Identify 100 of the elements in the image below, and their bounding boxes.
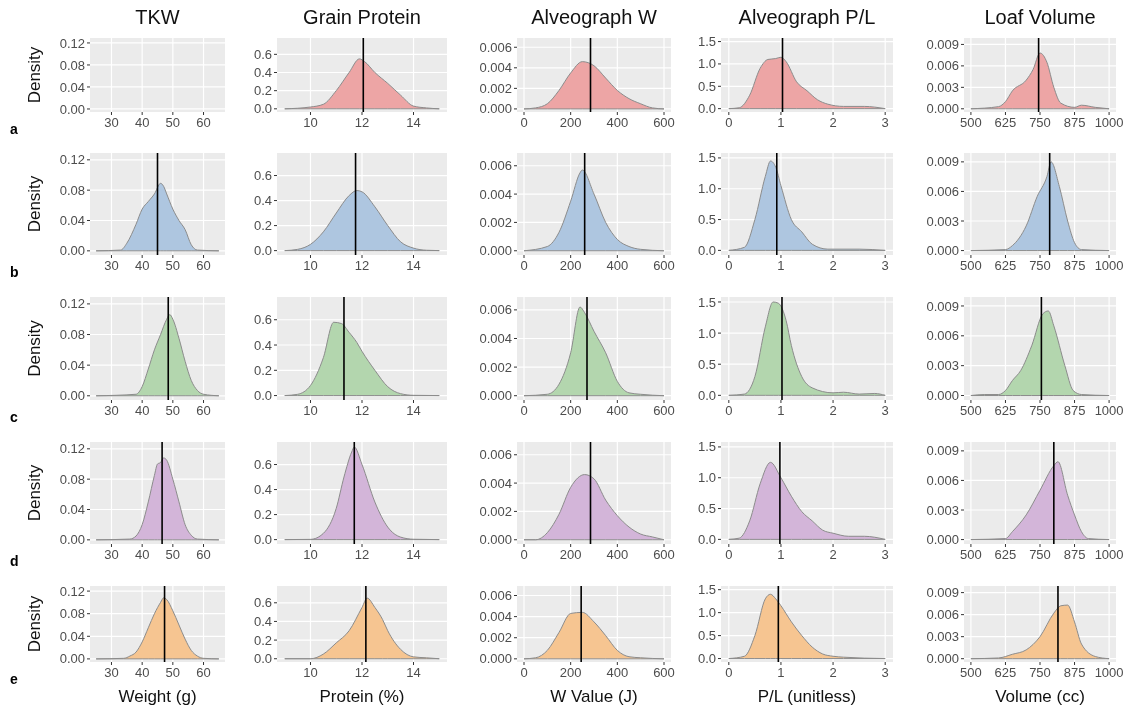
x-axis-title: Volume (cc) [995,687,1085,706]
x-tick-label: 750 [1029,258,1051,273]
y-tick-label: 0.004 [479,609,512,625]
y-axis-title: Density [25,595,44,653]
chart-title: Loaf Volume [984,6,1096,28]
text: b [10,264,19,280]
x-tick-label: 875 [1063,115,1086,130]
y-tick-label: 1.5 [697,582,716,598]
x-tick-label: 12 [354,115,370,130]
y-tick-label: 0.0 [697,531,716,547]
y-tick-label: 0.000 [926,651,959,667]
x-tick-label: 400 [606,115,629,130]
x-tick-label: 400 [606,258,629,273]
x-tick-label: 750 [1029,547,1051,562]
y-tick-label: 0.003 [926,79,959,95]
y-tick-label: 0.009 [926,443,959,459]
y-tick-label: 0.000 [479,532,512,548]
x-tick-label: 600 [653,665,675,680]
x-tick-label: 1 [777,258,785,273]
x-tick-label: 500 [960,115,982,130]
y-tick-label: 0.00 [59,532,85,548]
x-tick-label: 14 [406,665,421,680]
y-tick-label: 0.003 [926,502,959,518]
x-tick-label: 12 [354,547,370,562]
y-axis-title: Density [25,46,44,104]
x-tick-label: 30 [104,665,119,680]
y-tick-label: 0.6 [253,457,272,473]
y-tick-label: 0.009 [926,154,959,170]
x-tick-label: 10 [303,115,318,130]
y-tick-label: 1.0 [697,470,716,486]
y-tick-label: 0.0 [697,387,716,403]
x-tick-label: 50 [165,665,181,680]
y-tick-label: 1.0 [697,605,716,621]
x-tick-label: 200 [559,403,582,418]
x-tick-label: 14 [406,115,421,130]
x-tick-label: 10 [303,665,318,680]
x-tick-label: 1 [777,115,785,130]
y-tick-label: 0.04 [59,213,85,229]
y-tick-label: 0.6 [253,168,272,184]
text: a [10,121,18,137]
x-tick-label: 500 [960,547,982,562]
x-tick-label: 30 [104,258,119,273]
x-tick-label: 40 [134,665,150,680]
y-tick-label: 0.004 [479,475,512,491]
y-tick-label: 0.006 [926,183,959,199]
x-tick-label: 3 [881,665,889,680]
y-tick-label: 0.12 [59,296,85,312]
y-tick-label: 0.0 [697,242,716,258]
y-tick-label: 0.000 [926,388,959,404]
x-tick-label: 600 [653,258,675,273]
x-tick-label: 200 [559,547,582,562]
y-tick-label: 1.0 [697,181,716,197]
y-tick-label: 0.12 [59,583,85,599]
y-tick-label: 0.00 [59,243,85,259]
y-tick-label: 0.006 [926,58,959,74]
x-tick-label: 0 [520,258,528,273]
x-tick-label: 0 [725,403,733,418]
x-tick-label: 2 [829,665,837,680]
chart-title: TKW [135,6,180,28]
x-tick-label: 30 [104,115,119,130]
x-tick-label: 0 [520,115,528,130]
y-tick-label: 0.04 [59,628,85,644]
x-tick-label: 2 [829,547,837,562]
y-tick-label: 1.5 [697,294,716,310]
x-tick-label: 400 [606,547,629,562]
x-axis-title: Weight (g) [118,687,197,706]
x-tick-label: 200 [559,258,582,273]
y-tick-label: 0.002 [479,214,512,230]
y-tick-label: 0.006 [479,39,512,55]
x-tick-label: 1000 [1094,665,1124,680]
x-tick-label: 0 [520,403,528,418]
y-tick-label: 0.04 [59,79,85,95]
y-tick-label: 0.2 [253,362,272,378]
y-tick-label: 0.5 [697,212,716,228]
y-tick-label: 1.5 [697,150,716,166]
x-tick-label: 750 [1029,665,1051,680]
y-tick-label: 0.08 [59,57,85,73]
text: e [10,671,18,687]
y-tick-label: 0.4 [253,482,272,498]
y-tick-label: 0.0 [253,651,272,667]
x-tick-label: 1000 [1094,258,1124,273]
x-tick-label: 2 [829,403,837,418]
x-tick-label: 50 [165,258,181,273]
x-tick-label: 12 [354,403,370,418]
x-tick-label: 60 [196,115,211,130]
x-tick-label: 625 [994,547,1017,562]
x-tick-label: 3 [881,403,889,418]
y-tick-label: 0.6 [253,46,272,62]
x-tick-label: 500 [960,665,982,680]
x-tick-label: 2 [829,258,837,273]
y-tick-label: 0.000 [479,243,512,259]
y-tick-label: 0.000 [479,101,512,117]
y-tick-label: 0.004 [479,331,512,347]
x-tick-label: 0 [520,547,528,562]
y-tick-label: 0.004 [479,186,512,202]
x-tick-label: 14 [406,547,421,562]
y-tick-label: 0.00 [59,101,85,117]
y-tick-label: 0.08 [59,327,85,343]
x-tick-label: 625 [994,403,1017,418]
y-tick-label: 0.002 [479,80,512,96]
